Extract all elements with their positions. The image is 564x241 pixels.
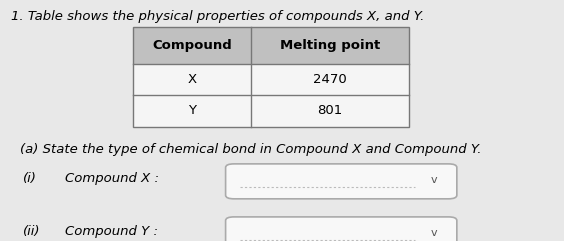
- FancyBboxPatch shape: [226, 164, 457, 199]
- Text: (i): (i): [23, 172, 37, 185]
- Text: X: X: [187, 73, 196, 86]
- Text: (ii): (ii): [23, 225, 40, 238]
- Text: Compound: Compound: [152, 39, 232, 52]
- Text: 801: 801: [318, 104, 342, 117]
- FancyBboxPatch shape: [133, 95, 409, 127]
- Text: Compound X :: Compound X :: [65, 172, 159, 185]
- Text: 2470: 2470: [313, 73, 347, 86]
- Text: v: v: [431, 228, 438, 238]
- FancyBboxPatch shape: [133, 27, 409, 64]
- Text: v: v: [431, 175, 438, 185]
- Text: 1. Table shows the physical properties of compounds X, and Y.: 1. Table shows the physical properties o…: [11, 10, 425, 23]
- FancyBboxPatch shape: [133, 64, 409, 95]
- Text: Compound Y :: Compound Y :: [65, 225, 158, 238]
- Text: Melting point: Melting point: [280, 39, 380, 52]
- FancyBboxPatch shape: [226, 217, 457, 241]
- Text: (a) State the type of chemical bond in Compound X and Compound Y.: (a) State the type of chemical bond in C…: [20, 143, 481, 156]
- Text: Y: Y: [188, 104, 196, 117]
